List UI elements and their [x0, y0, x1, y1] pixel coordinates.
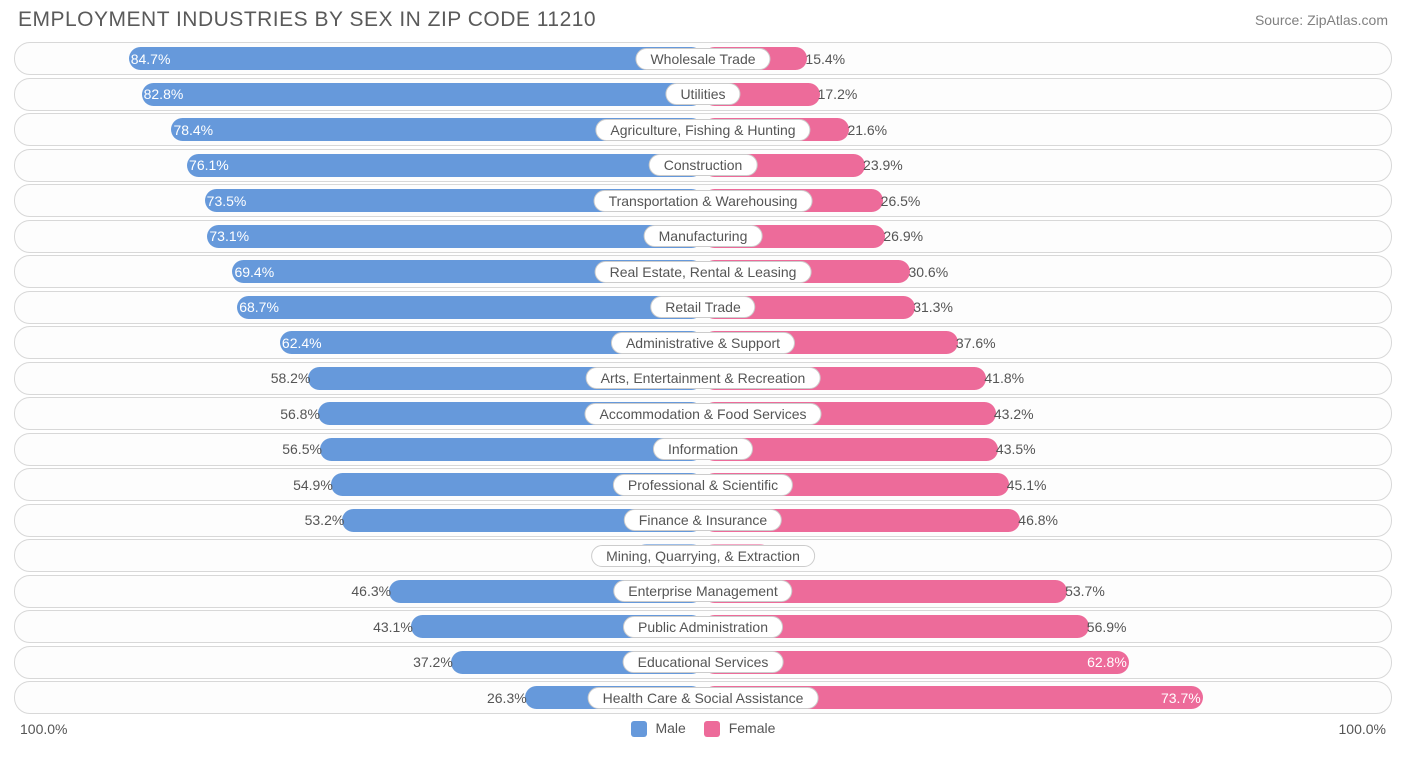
male-bar	[320, 438, 703, 461]
female-value: 17.2%	[818, 86, 858, 102]
male-value: 78.4%	[173, 122, 213, 138]
category-label: Transportation & Warehousing	[594, 190, 813, 212]
chart-row: 46.3% 53.7% Enterprise Management	[14, 575, 1392, 608]
female-value: 43.2%	[994, 406, 1034, 422]
male-value: 73.5%	[207, 193, 247, 209]
chart-row: 53.2% 46.8% Finance & Insurance	[14, 504, 1392, 537]
male-bar	[142, 83, 703, 106]
chart-row: 84.7% 15.4% Wholesale Trade	[14, 42, 1392, 75]
female-value: 53.7%	[1065, 583, 1105, 599]
category-label: Information	[653, 438, 753, 460]
category-label: Educational Services	[623, 651, 784, 673]
category-label: Construction	[649, 154, 758, 176]
female-value: 62.8%	[1087, 654, 1127, 670]
female-swatch-icon	[704, 721, 720, 737]
chart-row: 37.2% 62.8% Educational Services	[14, 646, 1392, 679]
female-value: 56.9%	[1087, 619, 1127, 635]
legend-female: Female	[704, 720, 776, 737]
legend-male-label: Male	[655, 720, 685, 736]
axis-right-label: 100.0%	[1339, 721, 1386, 737]
female-value: 26.5%	[881, 193, 921, 209]
female-value: 31.3%	[913, 299, 953, 315]
female-value: 73.7%	[1161, 690, 1201, 706]
male-bar	[207, 225, 703, 248]
chart-row: 73.5% 26.5% Transportation & Warehousing	[14, 184, 1392, 217]
male-value: 54.9%	[293, 477, 333, 493]
chart-row: 62.4% 37.6% Administrative & Support	[14, 326, 1392, 359]
chart-source: Source: ZipAtlas.com	[1255, 12, 1388, 28]
male-value: 62.4%	[282, 335, 322, 351]
axis-left-label: 100.0%	[20, 721, 67, 737]
chart-row: 43.1% 56.9% Public Administration	[14, 610, 1392, 643]
category-label: Health Care & Social Assistance	[588, 687, 819, 709]
male-value: 46.3%	[351, 583, 391, 599]
category-label: Accommodation & Food Services	[585, 403, 822, 425]
category-label: Finance & Insurance	[624, 509, 782, 531]
category-label: Agriculture, Fishing & Hunting	[595, 119, 810, 141]
male-bar	[237, 296, 703, 319]
male-value: 56.8%	[280, 406, 320, 422]
male-value: 58.2%	[271, 370, 311, 386]
chart-row: 68.7% 31.3% Retail Trade	[14, 291, 1392, 324]
male-value: 76.1%	[189, 157, 229, 173]
female-value: 41.8%	[984, 370, 1024, 386]
female-value: 37.6%	[956, 335, 996, 351]
legend-center: Male Female	[631, 720, 776, 737]
female-value: 21.6%	[847, 122, 887, 138]
chart-row: 76.1% 23.9% Construction	[14, 149, 1392, 182]
legend-female-label: Female	[729, 720, 776, 736]
female-value: 43.5%	[996, 441, 1036, 457]
male-value: 82.8%	[144, 86, 184, 102]
chart-header: EMPLOYMENT INDUSTRIES BY SEX IN ZIP CODE…	[14, 8, 1392, 32]
chart-row: 26.3% 73.7% Health Care & Social Assistanc…	[14, 681, 1392, 714]
category-label: Enterprise Management	[613, 580, 792, 602]
female-value: 26.9%	[883, 228, 923, 244]
category-label: Retail Trade	[650, 296, 755, 318]
category-label: Professional & Scientific	[613, 474, 793, 496]
chart-row: 54.9% 45.1% Professional & Scientific	[14, 468, 1392, 501]
male-value: 69.4%	[234, 264, 274, 280]
category-label: Mining, Quarrying, & Extraction	[591, 545, 815, 567]
male-value: 37.2%	[413, 654, 453, 670]
diverging-bar-chart: 84.7% 15.4% Wholesale Trade 82.8% 17.2% Utili…	[14, 42, 1392, 714]
chart-row: 56.5% 43.5% Information	[14, 433, 1392, 466]
category-label: Manufacturing	[644, 225, 763, 247]
female-value: 46.8%	[1018, 512, 1058, 528]
chart-title: EMPLOYMENT INDUSTRIES BY SEX IN ZIP CODE…	[18, 8, 596, 32]
male-value: 43.1%	[373, 619, 413, 635]
chart-row: 56.8% 43.2% Accommodation & Food Services	[14, 397, 1392, 430]
male-swatch-icon	[631, 721, 647, 737]
male-value: 26.3%	[487, 690, 527, 706]
chart-row: 58.2% 41.8% Arts, Entertainment & Recreati…	[14, 362, 1392, 395]
category-label: Utilities	[665, 83, 740, 105]
male-value: 53.2%	[305, 512, 345, 528]
female-value: 30.6%	[908, 264, 948, 280]
male-value: 73.1%	[209, 228, 249, 244]
category-label: Real Estate, Rental & Leasing	[595, 261, 812, 283]
category-label: Wholesale Trade	[635, 48, 770, 70]
female-value: 15.4%	[805, 51, 845, 67]
chart-row: 73.1% 26.9% Manufacturing	[14, 220, 1392, 253]
male-bar	[187, 154, 703, 177]
category-label: Administrative & Support	[611, 332, 795, 354]
legend-male: Male	[631, 720, 686, 737]
male-value: 56.5%	[282, 441, 322, 457]
female-value: 45.1%	[1007, 477, 1047, 493]
chart-row: 69.4% 30.6% Real Estate, Rental & Leasing	[14, 255, 1392, 288]
chart-row: 82.8% 17.2% Utilities	[14, 78, 1392, 111]
chart-legend: 100.0% Male Female 100.0%	[14, 720, 1392, 737]
male-bar	[129, 47, 703, 70]
female-value: 23.9%	[863, 157, 903, 173]
male-value: 68.7%	[239, 299, 279, 315]
male-value: 84.7%	[131, 51, 171, 67]
chart-row: 78.4% 21.6% Agriculture, Fishing & Hunting	[14, 113, 1392, 146]
category-label: Public Administration	[623, 616, 783, 638]
chart-row: 0.0%0.0%Mining, Quarrying, & Extraction	[14, 539, 1392, 572]
category-label: Arts, Entertainment & Recreation	[586, 367, 821, 389]
